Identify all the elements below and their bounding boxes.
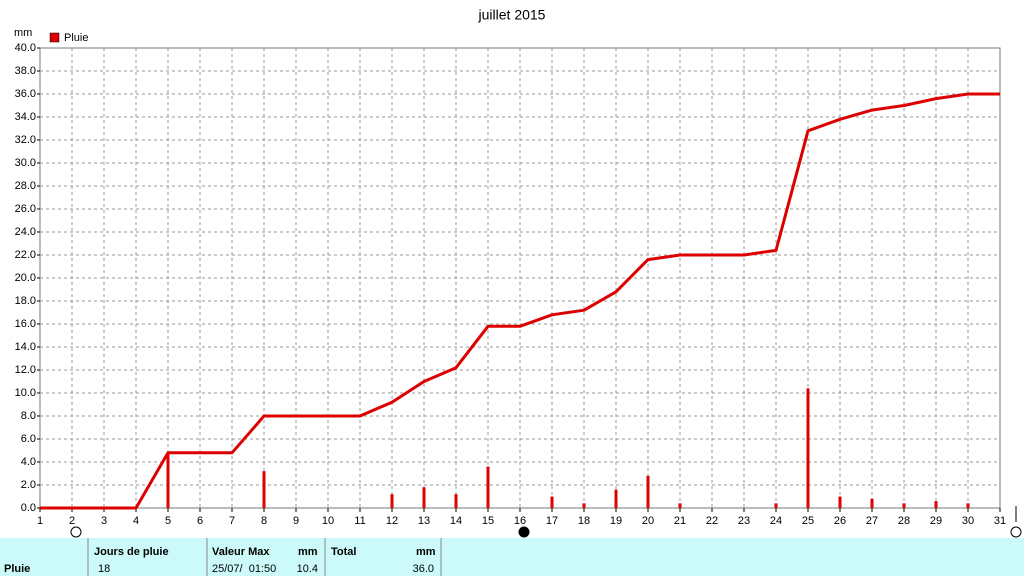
- x-tick-label: 6: [197, 515, 203, 527]
- y-tick-label: 4.0: [21, 456, 36, 468]
- x-tick-label: 22: [706, 515, 718, 527]
- y-tick-label: 30.0: [15, 157, 36, 169]
- x-tick-label: 26: [834, 515, 846, 527]
- legend-label: Pluie: [64, 32, 88, 44]
- x-tick-label: 12: [386, 515, 398, 527]
- y-tick-label: 18.0: [15, 295, 36, 307]
- x-tick-label: 27: [866, 515, 878, 527]
- y-tick-label: 26.0: [15, 203, 36, 215]
- y-tick-label: 34.0: [15, 111, 36, 123]
- x-tick-label: 10: [322, 515, 334, 527]
- bar: [262, 471, 266, 508]
- x-tick-label: 16: [514, 515, 526, 527]
- x-tick-label: 11: [354, 515, 365, 527]
- x-tick-label: 20: [642, 515, 654, 527]
- y-tick-label: 0.0: [21, 502, 36, 514]
- x-tick-label: 23: [738, 515, 750, 527]
- y-tick-label: 28.0: [15, 180, 36, 192]
- bar: [422, 487, 426, 508]
- x-tick-label: 5: [165, 515, 171, 527]
- y-tick-label: 32.0: [15, 134, 36, 146]
- table-cell: 10.4: [297, 563, 318, 575]
- table-header: mm: [298, 546, 318, 558]
- x-tick-label: 31: [994, 515, 1006, 527]
- x-tick-label: 13: [418, 515, 430, 527]
- x-tick-label: 7: [229, 515, 235, 527]
- x-tick-label: 15: [482, 515, 494, 527]
- table-header: Valeur Max: [212, 546, 270, 558]
- x-tick-label: 17: [546, 515, 558, 527]
- bar: [934, 501, 938, 508]
- bar: [774, 503, 778, 508]
- y-tick-label: 10.0: [15, 387, 36, 399]
- x-tick-label: 18: [578, 515, 590, 527]
- bar: [390, 494, 394, 508]
- x-tick-label: 9: [293, 515, 299, 527]
- y-tick-label: 12.0: [15, 364, 36, 376]
- y-tick-label: 14.0: [15, 341, 36, 353]
- bar: [870, 498, 874, 508]
- y-tick-label: 40.0: [15, 42, 36, 54]
- bar: [902, 503, 906, 508]
- x-tick-label: 3: [101, 515, 107, 527]
- x-tick-label: 19: [610, 515, 622, 527]
- x-tick-label: 21: [674, 515, 686, 527]
- table-row-label: Pluie: [4, 563, 30, 575]
- x-tick-label: 25: [802, 515, 814, 527]
- table-header: Total: [331, 546, 356, 558]
- x-tick-label: 24: [770, 515, 782, 527]
- x-tick-label: 4: [133, 515, 139, 527]
- bar: [454, 494, 458, 508]
- x-tick-label: 28: [898, 515, 910, 527]
- x-tick-label: 2: [69, 515, 75, 527]
- y-tick-label: 2.0: [21, 479, 36, 491]
- y-tick-label: 36.0: [15, 88, 36, 100]
- y-tick-label: 38.0: [15, 65, 36, 77]
- bar: [646, 475, 650, 508]
- table-cell: 25/07/ 01:50: [212, 563, 276, 575]
- y-tick-label: 8.0: [21, 410, 36, 422]
- y-axis-label: mm: [14, 27, 32, 39]
- moon-icon: [518, 526, 530, 538]
- x-tick-label: 14: [450, 515, 462, 527]
- legend-swatch: [49, 32, 60, 43]
- bar: [806, 388, 810, 508]
- chart-title: juillet 2015: [478, 7, 546, 23]
- bar: [678, 503, 682, 508]
- table-header: Jours de pluie: [94, 546, 169, 558]
- bar: [486, 466, 490, 508]
- y-tick-label: 24.0: [15, 226, 36, 238]
- moon-icon: [1010, 526, 1022, 538]
- table-header: mm: [416, 546, 436, 558]
- moon-icon: [70, 526, 82, 538]
- bar: [550, 496, 554, 508]
- bar: [838, 496, 842, 508]
- line: [40, 92, 1000, 510]
- bar: [966, 503, 970, 508]
- bar: [582, 503, 586, 508]
- table-cell: 36.0: [413, 563, 434, 575]
- y-tick-label: 22.0: [15, 249, 36, 261]
- y-tick-label: 6.0: [21, 433, 36, 445]
- table-cell: 18: [98, 563, 110, 575]
- y-tick-label: 20.0: [15, 272, 36, 284]
- x-tick-label: 1: [37, 515, 43, 527]
- bar: [166, 452, 170, 508]
- x-tick-label: 29: [930, 515, 942, 527]
- table-background: [0, 538, 1024, 576]
- x-tick-label: 30: [962, 515, 974, 527]
- x-tick-label: 8: [261, 515, 267, 527]
- y-tick-label: 16.0: [15, 318, 36, 330]
- bar: [614, 489, 618, 508]
